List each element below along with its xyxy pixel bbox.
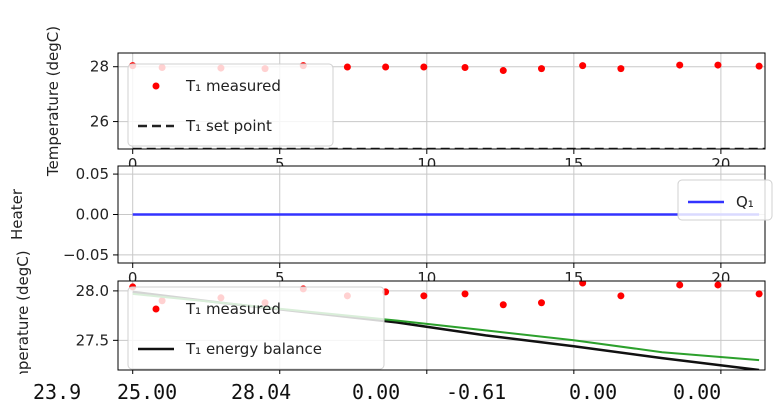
legend-box xyxy=(677,179,773,221)
data-point xyxy=(499,301,507,309)
legend: Q₁ xyxy=(677,179,773,221)
legend-label: T₁ set point xyxy=(185,117,272,135)
data-point xyxy=(714,281,722,289)
status-value-2: 25.00 xyxy=(117,380,178,404)
legend: T₁ measured T₁ set point xyxy=(127,63,334,147)
status-value-7: 0.00 xyxy=(673,380,722,404)
y-tick-label: 28 xyxy=(90,58,109,76)
y-tick-label: 26 xyxy=(90,113,109,131)
x-tick-label: 0 xyxy=(128,155,138,173)
status-readout: 23.9 25.00 28.04 0.00 -0.61 0.00 0.00 xyxy=(0,374,783,414)
status-value-1: 23.9 xyxy=(33,380,82,404)
data-point xyxy=(499,67,507,75)
legend-label: T₁ energy balance xyxy=(185,340,322,358)
legend-label: T₁ measured xyxy=(185,77,281,95)
legend: T₁ measured T₁ energy balance xyxy=(127,286,385,370)
data-point xyxy=(617,65,625,73)
data-point xyxy=(343,63,351,71)
status-value-5: -0.61 xyxy=(446,380,507,404)
data-point xyxy=(714,61,722,69)
y-tick-label: 28.0 xyxy=(76,282,109,300)
x-tick-label: 0 xyxy=(128,269,138,287)
data-point xyxy=(537,65,545,73)
data-point xyxy=(755,62,763,70)
data-point xyxy=(420,292,428,300)
data-point xyxy=(420,63,428,71)
axes-frame xyxy=(117,52,766,150)
y-axis-label: Temperature (degC) xyxy=(14,250,32,374)
x-tick-label: 5 xyxy=(275,269,285,287)
y-axis-label: Temperature (degC) xyxy=(44,26,62,177)
x-tick-label: 5 xyxy=(275,155,285,173)
legend-label: T₁ measured xyxy=(185,300,281,318)
y-tick-label: 27.5 xyxy=(76,331,109,349)
legend-marker xyxy=(152,82,160,90)
axes-frame xyxy=(117,280,766,371)
legend-box xyxy=(127,286,385,370)
data-point xyxy=(579,281,587,287)
y-axis-label: Heater xyxy=(8,188,26,240)
status-value-3: 28.04 xyxy=(231,380,292,404)
data-point xyxy=(461,64,469,72)
chart-panel-3: 27.528.005101520Temperature (degC)T₁ mea… xyxy=(14,250,766,374)
data-point xyxy=(382,63,390,71)
legend-label: Q₁ xyxy=(736,193,754,211)
legend-box xyxy=(127,63,334,147)
data-point xyxy=(537,299,545,307)
data-point xyxy=(579,62,587,70)
legend-marker xyxy=(152,305,160,313)
data-point xyxy=(755,290,763,298)
status-value-4: 0.00 xyxy=(352,380,401,404)
y-tick-label: 0.00 xyxy=(76,206,109,224)
y-tick-label: 0.05 xyxy=(76,165,109,183)
data-point xyxy=(461,290,469,298)
y-tick-label: −0.05 xyxy=(63,246,109,264)
data-point xyxy=(676,61,684,69)
status-value-6: 0.00 xyxy=(569,380,618,404)
data-point xyxy=(617,292,625,300)
data-point xyxy=(676,281,684,289)
